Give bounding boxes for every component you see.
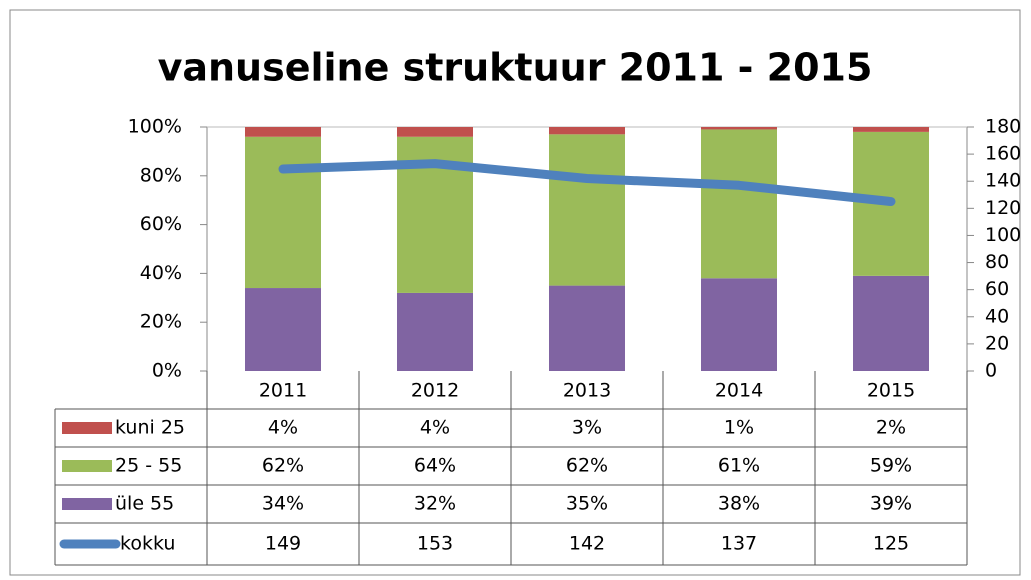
bar [245,136,321,289]
legend-label: üle 55 [115,493,174,515]
line-series [278,159,896,207]
data-label: 59% [870,455,912,477]
y-tick-label: 100% [128,116,182,138]
data-label: 2% [876,417,906,439]
legend-swatch [62,498,112,510]
data-label: 62% [262,455,304,477]
data-label: 125 [873,533,909,555]
x-tick-label: 2012 [411,380,459,402]
y-tick-label: 80% [140,164,182,186]
legend-label: 25 - 55 [115,455,182,477]
bar [549,127,625,135]
legend-label: kokku [120,533,175,555]
y2-tick-label: 160 [985,143,1021,165]
legend-swatch [62,422,112,434]
bar [397,127,473,137]
data-label: 62% [566,455,608,477]
chart-border [9,9,1021,576]
y2-tick-label: 100 [985,224,1021,246]
bar [701,278,777,371]
x-tick-label: 2013 [563,380,611,402]
data-label: 32% [414,493,456,515]
y2-tick-label: 140 [985,170,1021,192]
data-label: 39% [870,493,912,515]
data-label: 64% [414,455,456,477]
chart-title: vanuseline struktuur 2011 - 2015 [158,46,873,90]
bar [853,127,929,132]
data-label: 35% [566,493,608,515]
bar [701,127,777,130]
y2-tick-label: 0 [985,360,997,382]
x-tick-label: 2015 [867,380,915,402]
y2-tick-label: 80 [985,251,1009,273]
data-label: 4% [420,417,450,439]
data-label: 137 [721,533,757,555]
data-label: 38% [718,493,760,515]
y2-tick-label: 40 [985,305,1009,327]
data-label: 149 [265,533,301,555]
legend-label: kuni 25 [115,417,185,439]
bar [549,134,625,286]
x-tick-label: 2011 [259,380,307,402]
y2-tick-label: 20 [985,332,1009,354]
bar [245,288,321,371]
data-label: 4% [268,417,298,439]
y2-tick-label: 120 [985,197,1021,219]
x-tick-label: 2014 [715,380,763,402]
bar [245,127,321,137]
data-label: 142 [569,533,605,555]
bar [397,292,473,371]
data-label: 153 [417,533,453,555]
y-tick-label: 20% [140,311,182,333]
data-label: 3% [572,417,602,439]
legend-swatch [62,460,112,472]
y2-tick-label: 180 [985,116,1021,138]
data-label: 34% [262,493,304,515]
bar [701,129,777,279]
bar [549,285,625,371]
y-tick-label: 0% [152,360,182,382]
data-label: 1% [724,417,754,439]
y-tick-label: 40% [140,262,182,284]
y-tick-label: 60% [140,213,182,235]
y2-tick-label: 60 [985,278,1009,300]
bar [853,275,929,371]
data-label: 61% [718,455,760,477]
